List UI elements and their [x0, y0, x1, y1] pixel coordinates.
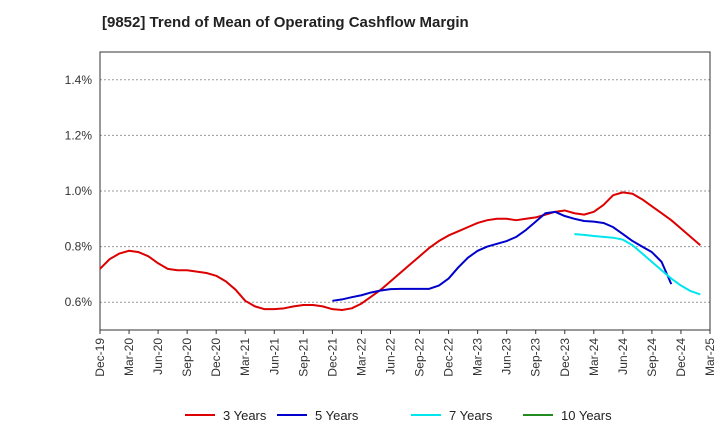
x-tick-label: Jun-21 [267, 338, 281, 375]
plot-frame [99, 51, 711, 331]
y-tick-label: 0.8% [65, 240, 93, 254]
grid-lines [100, 79, 710, 303]
y-tick-label: 0.6% [65, 295, 93, 309]
x-tick-label: Sep-20 [180, 338, 194, 377]
x-tick-label: Dec-23 [558, 338, 572, 377]
x-tick-label: Jun-20 [151, 338, 165, 375]
x-tick-label: Dec-22 [442, 338, 456, 377]
x-tick-label: Dec-21 [325, 338, 339, 377]
y-tick-label: 1.0% [65, 184, 93, 198]
x-axis-ticks: Dec-19 Mar-20 Jun-20 Sep-20 Dec-20 Mar-21 Jun-… [93, 330, 717, 377]
series-line-3-years [99, 191, 701, 311]
x-tick-label: Mar-24 [587, 338, 601, 376]
legend-label: 10 Years [561, 408, 612, 423]
x-tick-label: Dec-24 [674, 338, 688, 377]
x-tick-label: Mar-22 [354, 338, 368, 376]
series-line-7-years [574, 233, 701, 296]
x-tick-label: Jun-23 [500, 338, 514, 375]
x-tick-label: Dec-19 [93, 338, 107, 377]
legend-label: 5 Years [315, 408, 359, 423]
x-tick-label: Mar-23 [471, 338, 485, 376]
x-tick-label: Sep-24 [645, 338, 659, 377]
x-tick-label: Jun-22 [383, 338, 397, 375]
y-axis-ticks: 0.6% 0.8% 1.0% 1.2% 1.4% [65, 73, 93, 309]
y-tick-label: 1.2% [65, 128, 93, 142]
x-tick-label: Mar-21 [238, 338, 252, 376]
x-tick-label: Sep-21 [296, 338, 310, 377]
chart-title: [9852] Trend of Mean of Operating Cashfl… [102, 14, 469, 31]
x-tick-label: Mar-25 [703, 338, 717, 376]
y-tick-label: 1.4% [65, 73, 93, 87]
legend: 3 Years 5 Years 7 Years 10 Years [185, 408, 612, 423]
series-lines [99, 191, 701, 311]
legend-label: 7 Years [449, 408, 493, 423]
x-tick-label: Jun-24 [616, 338, 630, 375]
legend-label: 3 Years [223, 408, 267, 423]
x-tick-label: Sep-22 [413, 338, 427, 377]
x-tick-label: Dec-20 [209, 338, 223, 377]
x-tick-label: Mar-20 [122, 338, 136, 376]
series-line-5-years [332, 210, 673, 302]
x-tick-label: Sep-23 [529, 338, 543, 377]
